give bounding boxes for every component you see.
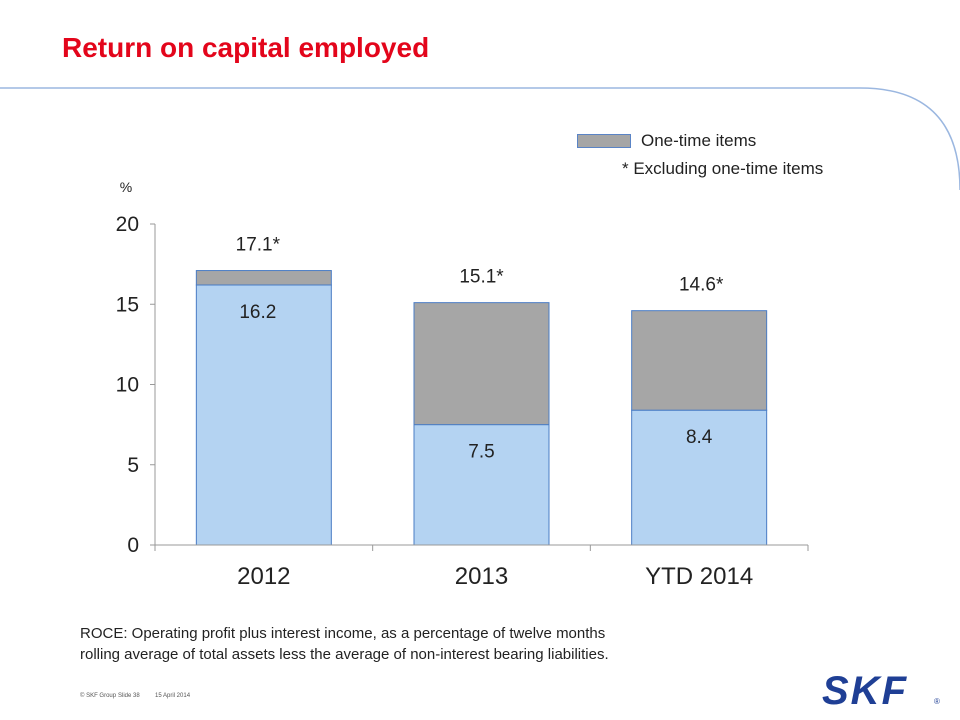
y-axis: 0 5 10 15 20 xyxy=(116,213,156,557)
data-label-base: 16.2 xyxy=(239,302,276,323)
y-tick-label: 20 xyxy=(116,213,139,236)
legend-item-one-time: One-time items xyxy=(577,130,823,152)
roce-definition-line2: rolling average of total assets less the… xyxy=(80,646,609,663)
y-tick-label: 5 xyxy=(127,454,139,477)
y-unit-label: % xyxy=(120,179,132,195)
roce-definition-line1: ROCE: Operating profit plus interest inc… xyxy=(80,625,606,642)
y-tick-label: 15 xyxy=(116,293,139,316)
bar-base-2013 xyxy=(413,424,550,546)
svg-text:®: ® xyxy=(934,697,940,706)
legend-note: * Excluding one-time items xyxy=(622,159,824,178)
x-axis: 2012 2013 YTD 2014 xyxy=(154,544,809,590)
data-label-base: 7.5 xyxy=(468,442,494,463)
bar-base-2012 xyxy=(195,284,332,546)
data-label-total: 17.1* xyxy=(236,235,281,256)
svg-text:SKF: SKF xyxy=(822,670,908,710)
legend-label-one-time: One-time items xyxy=(641,131,757,150)
data-label-total: 14.6* xyxy=(679,275,724,296)
roce-definition: ROCE: Operating profit plus interest inc… xyxy=(80,623,780,665)
x-category-label: YTD 2014 xyxy=(645,563,753,590)
data-label-total: 15.1* xyxy=(459,267,504,288)
legend-swatch-one-time xyxy=(577,134,631,148)
footer-date: 15 April 2014 xyxy=(155,693,191,699)
roce-bar-chart: % 0 5 10 15 20 16.2 17.1* 7.5 15.1* 8.4 14.6* 201… xyxy=(116,179,809,590)
skf-logo: SKF ® xyxy=(822,670,940,710)
footer-copyright: © SKF Group xyxy=(80,693,117,699)
bar-one-time-2013 xyxy=(413,302,550,426)
bars: 16.2 17.1* 7.5 15.1* 8.4 14.6* xyxy=(195,235,768,546)
data-label-base: 8.4 xyxy=(686,427,713,448)
x-category-label: 2012 xyxy=(237,563,290,590)
x-category-label: 2013 xyxy=(455,563,508,590)
slide-title: Return on capital employed xyxy=(62,32,430,63)
chart-legend: One-time items * Excluding one-time item… xyxy=(577,130,823,180)
footer-slide-number: Slide 38 xyxy=(118,693,140,699)
y-tick-label: 0 xyxy=(127,534,139,557)
bar-one-time-ytd-2014 xyxy=(631,310,768,411)
bar-one-time-2012 xyxy=(195,270,332,286)
y-tick-label: 10 xyxy=(116,374,139,397)
